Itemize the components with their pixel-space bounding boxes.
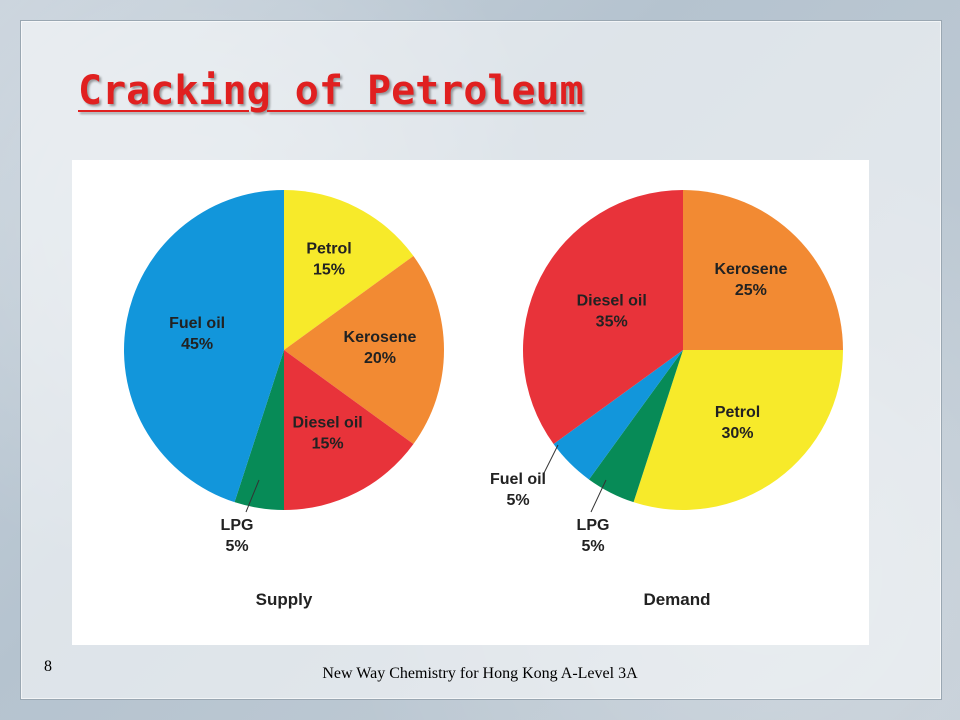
supply-caption: Supply xyxy=(256,590,313,609)
demand-slice-lpg xyxy=(588,350,683,503)
demand-value-diesel-oil: 35% xyxy=(596,314,628,331)
supply-value-diesel-oil: 15% xyxy=(312,436,344,453)
supply-value-petrol: 15% xyxy=(313,262,345,279)
demand-label-fuel-oil: Fuel oil xyxy=(490,471,546,488)
supply-slice-diesel-oil xyxy=(284,350,414,510)
demand-value-fuel-oil: 5% xyxy=(506,492,529,509)
demand-slice-kerosene xyxy=(683,190,843,350)
slide-number: 8 xyxy=(44,658,52,675)
supply-label-diesel-oil: Diesel oil xyxy=(292,415,362,432)
demand-value-petrol: 30% xyxy=(721,425,753,442)
demand-caption: Demand xyxy=(643,590,710,609)
pie-charts: Petrol 15% Kerosene 20% Diesel oil 15% LPG 5% Fu… xyxy=(123,190,843,609)
supply-value-fuel-oil: 45% xyxy=(181,336,213,353)
demand-label-petrol: Petrol xyxy=(715,404,760,421)
demand-value-kerosene: 25% xyxy=(735,282,767,299)
supply-slice-kerosene xyxy=(284,255,445,445)
supply-label-kerosene: Kerosene xyxy=(344,329,417,346)
demand-slice-petrol xyxy=(633,350,843,511)
supply-value-kerosene: 20% xyxy=(364,350,396,367)
supply-slice-lpg xyxy=(234,350,284,510)
supply-value-lpg: 5% xyxy=(225,538,248,555)
demand-label-lpg: LPG xyxy=(577,517,610,534)
supply-pie: Petrol 15% Kerosene 20% Diesel oil 15% LPG 5% Fu… xyxy=(123,190,445,609)
demand-slice-diesel-oil xyxy=(522,190,683,445)
demand-label-kerosene: Kerosene xyxy=(714,261,787,278)
chart-panel: Petrol 15% Kerosene 20% Diesel oil 15% LPG 5% Fu… xyxy=(72,160,869,645)
supply-slice-fuel-oil xyxy=(123,190,284,503)
supply-label-lpg: LPG xyxy=(221,517,254,534)
demand-label-diesel-oil: Diesel oil xyxy=(577,293,647,310)
slide-title: Cracking of Petroleum xyxy=(78,68,584,114)
demand-pie: Kerosene 25% Petrol 30% LPG 5% Fuel oil 5% Diese… xyxy=(490,190,843,609)
demand-slice-fuel-oil xyxy=(553,350,683,480)
supply-leader-lpg xyxy=(245,479,260,513)
supply-label-fuel-oil: Fuel oil xyxy=(169,315,225,332)
demand-leader-fuel-oil xyxy=(542,444,559,476)
supply-label-petrol: Petrol xyxy=(306,241,351,258)
demand-leader-lpg xyxy=(590,479,607,513)
footer-text: New Way Chemistry for Hong Kong A-Level … xyxy=(322,665,638,682)
demand-value-lpg: 5% xyxy=(581,538,604,555)
supply-slice-petrol xyxy=(284,190,414,350)
